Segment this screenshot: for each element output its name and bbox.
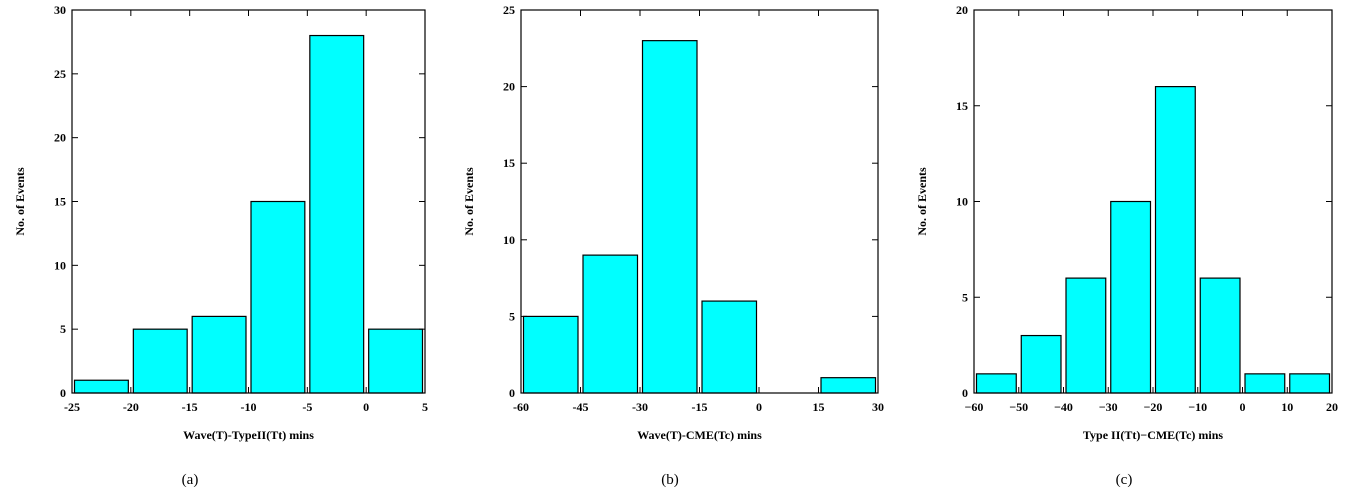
x-tick-label: -15 — [182, 400, 198, 414]
y-tick-label: 5 — [509, 309, 515, 323]
histogram-bar — [132, 328, 188, 394]
x-tick-label: −30 — [1099, 400, 1118, 414]
y-tick-label: 20 — [956, 3, 968, 17]
x-tick-label: 10 — [1281, 400, 1293, 414]
y-tick-label: 0 — [509, 386, 515, 400]
x-tick-label: -20 — [123, 400, 139, 414]
y-tick-label: 30 — [54, 3, 66, 17]
histogram-bar — [1065, 277, 1107, 394]
y-tick-label: 25 — [54, 67, 66, 81]
histogram-bar — [1289, 373, 1331, 394]
histogram-bar — [309, 34, 365, 394]
histogram-bar — [1020, 334, 1062, 394]
y-tick-label: 10 — [956, 195, 968, 209]
histogram-bar — [820, 377, 877, 394]
y-tick-label: 15 — [503, 156, 515, 170]
x-tick-label: 15 — [813, 400, 825, 414]
y-axis-label: No. of Events — [462, 167, 476, 236]
x-tick-label: -45 — [573, 400, 589, 414]
histogram-panel-a: -25 -20 -15 -10 -5 0 5 0 5 10 15 20 25 30 Wave(T)-Type… — [13, 3, 428, 488]
x-tick-label: −40 — [1054, 400, 1073, 414]
x-tick-label: 0 — [1240, 400, 1246, 414]
x-tick-label: 5 — [422, 400, 428, 414]
histogram-bar — [641, 40, 698, 394]
x-tick-label: -30 — [632, 400, 648, 414]
y-axis-label: No. of Events — [915, 167, 929, 236]
histogram-bar — [522, 315, 579, 394]
y-tick-label: 25 — [503, 3, 515, 17]
y-tick-label: 0 — [962, 386, 968, 400]
histogram-bar — [701, 300, 758, 394]
histogram-bar — [1110, 200, 1152, 394]
x-tick-label: 0 — [363, 400, 369, 414]
x-tick-label: 20 — [1326, 400, 1338, 414]
histogram-bar — [1244, 373, 1286, 394]
histogram-bar — [582, 254, 639, 394]
panel-caption: (a) — [182, 472, 199, 488]
y-tick-label: 10 — [54, 258, 66, 272]
y-tick-label: 15 — [956, 99, 968, 113]
y-tick-label: 20 — [503, 80, 515, 94]
histogram-bar — [73, 379, 129, 394]
y-tick-label: 20 — [54, 131, 66, 145]
x-tick-label: -10 — [241, 400, 257, 414]
y-tick-label: 5 — [60, 322, 66, 336]
histogram-bar — [1154, 85, 1196, 394]
x-tick-label: −60 — [965, 400, 984, 414]
panel-caption: (c) — [1116, 472, 1133, 488]
x-tick-label: −10 — [1188, 400, 1207, 414]
histogram-bar — [368, 328, 424, 394]
x-tick-label: -5 — [302, 400, 312, 414]
histogram-panel-b: -60 -45 -30 -15 0 15 30 0 5 10 15 20 25 Wave(T)-CME(T… — [462, 3, 884, 488]
x-tick-label: -60 — [513, 400, 529, 414]
y-tick-label: 10 — [503, 233, 515, 247]
y-axis-label: No. of Events — [13, 167, 27, 236]
x-axis-label: Wave(T)-TypeII(Tt) mins — [183, 428, 314, 442]
histogram-bar — [191, 315, 247, 394]
x-tick-label: −20 — [1144, 400, 1163, 414]
x-tick-label: 30 — [872, 400, 884, 414]
x-axis-label: Wave(T)-CME(Tc) mins — [637, 428, 762, 442]
x-axis-label: Type II(Tt)−CME(Tc) mins — [1083, 428, 1224, 442]
histogram-bar — [250, 200, 306, 394]
x-tick-label: 0 — [756, 400, 762, 414]
histogram-bar — [975, 373, 1017, 394]
histogram-bar — [1199, 277, 1241, 394]
y-tick-label: 5 — [962, 290, 968, 304]
x-tick-label: −50 — [1009, 400, 1028, 414]
histogram-panel-c: −60 −50 −40 −30 −20 −10 0 10 20 0 5 10 15 20 Type II(T… — [915, 3, 1338, 488]
x-tick-label: -25 — [64, 400, 80, 414]
y-tick-label: 15 — [54, 195, 66, 209]
y-tick-label: 0 — [60, 386, 66, 400]
panel-caption: (b) — [661, 472, 679, 488]
x-tick-label: -15 — [692, 400, 708, 414]
